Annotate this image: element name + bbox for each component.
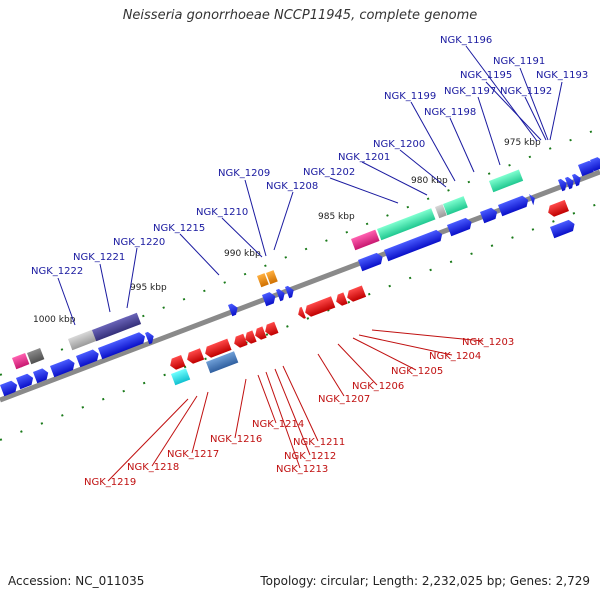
kbp-label: 980 kbp — [411, 176, 448, 186]
gene-label: NGK_1207 — [318, 394, 370, 405]
genome-summary-text: Topology: circular; Length: 2,232,025 bp… — [260, 574, 590, 588]
gene-label: NGK_1202 — [303, 167, 355, 178]
gene-label: NGK_1195 — [460, 70, 512, 81]
gene-label: NGK_1196 — [440, 35, 492, 46]
gene-label: NGK_1219 — [84, 477, 136, 488]
gene-label: NGK_1222 — [31, 266, 83, 277]
gene-label: NGK_1209 — [218, 168, 270, 179]
feature-blocks-upper — [11, 169, 524, 370]
gene-label: NGK_1199 — [384, 91, 436, 102]
kbp-label: 985 kbp — [318, 212, 355, 222]
gene-label: NGK_1204 — [429, 351, 481, 362]
gene-label: NGK_1217 — [167, 449, 219, 460]
gene-label: NGK_1221 — [73, 252, 125, 263]
gene-label: NGK_1191 — [493, 56, 545, 67]
gene-label: NGK_1192 — [500, 86, 552, 97]
kbp-label: 990 kbp — [224, 249, 261, 259]
reverse-genes — [170, 199, 569, 370]
gene-label: NGK_1210 — [196, 207, 248, 218]
gene-label: NGK_1193 — [536, 70, 588, 81]
gene-label: NGK_1211 — [293, 437, 345, 448]
gene-label: NGK_1214 — [252, 419, 304, 430]
gene-label: NGK_1220 — [113, 237, 165, 248]
kbp-label: 995 kbp — [130, 283, 167, 293]
gene-label: NGK_1216 — [210, 434, 262, 445]
kbp-label: 975 kbp — [504, 138, 541, 148]
gene-label: NGK_1205 — [391, 366, 443, 377]
kbp-label: 1000 kbp — [33, 315, 76, 325]
forward-genes-outer — [0, 157, 600, 397]
gene-label: NGK_1198 — [424, 107, 476, 118]
accession-text: Accession: NC_011035 — [8, 574, 145, 588]
gene-label: NGK_1200 — [373, 139, 425, 150]
gene-label: NGK_1206 — [352, 381, 404, 392]
gene-label: NGK_1213 — [276, 464, 328, 475]
inner-tick-track — [0, 202, 600, 441]
gene-label: NGK_1201 — [338, 152, 390, 163]
genome-title: Neisseria gonorrhoeae NCCP11945, complet… — [122, 8, 478, 23]
gene-label: NGK_1215 — [153, 223, 205, 234]
gene-label: NGK_1208 — [266, 181, 318, 192]
gene-label: NGK_1203 — [462, 337, 514, 348]
gene-label: NGK_1212 — [284, 451, 336, 462]
gene-label: NGK_1218 — [127, 462, 179, 473]
feature-blocks-lower — [171, 219, 575, 386]
gene-label: NGK_1197 — [444, 86, 496, 97]
